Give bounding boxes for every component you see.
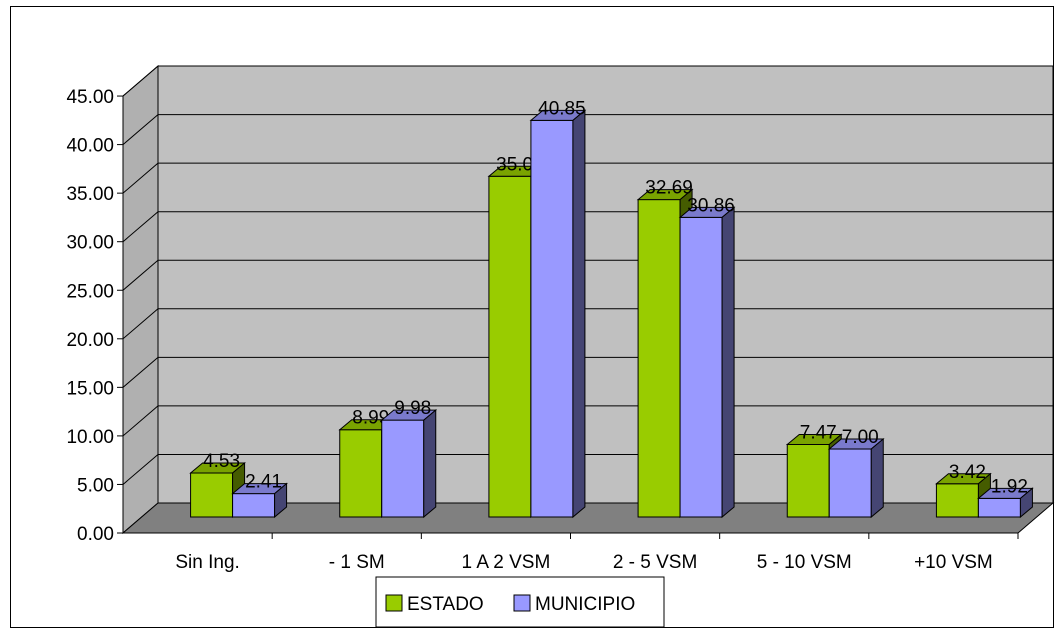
bar-municipio-side — [572, 109, 586, 519]
bar-estado-front — [935, 483, 979, 518]
data-label: 30.86 — [687, 195, 735, 216]
gridline — [122, 453, 1053, 485]
y-tick-label: 20.00 — [66, 330, 114, 351]
bar-municipio-front — [679, 216, 723, 518]
legend-swatch-municipio — [513, 594, 531, 612]
legend-swatch-estado — [385, 594, 403, 612]
bar-municipio-front — [828, 448, 872, 518]
y-tick-label: 45.00 — [66, 87, 114, 108]
gridline — [122, 405, 1053, 437]
bar-municipio-side — [423, 409, 437, 519]
bar-estado-front — [190, 472, 234, 518]
x-category-label: 2 - 5 VSM — [613, 552, 697, 573]
y-tick-label: 10.00 — [66, 427, 114, 448]
data-label: 4.53 — [203, 451, 240, 472]
x-category-label: - 1 SM — [329, 552, 385, 573]
y-tick-label: 30.00 — [66, 233, 114, 254]
x-category-label: Sin Ing. — [175, 552, 239, 573]
y-tick-label: 5.00 — [77, 475, 114, 496]
bar-municipio-front — [232, 493, 276, 518]
x-category-label: 1 A 2 VSM — [462, 552, 551, 573]
bar-municipio-side — [1019, 487, 1033, 519]
data-label: 3.42 — [949, 462, 986, 483]
bar-municipio-side — [721, 206, 735, 519]
y-tick-label: 15.00 — [66, 378, 114, 399]
bar-estado-front — [786, 443, 830, 518]
back-wall — [157, 65, 1054, 504]
data-label: 1.92 — [991, 476, 1028, 497]
data-label: 7.00 — [842, 427, 879, 448]
x-category-label: +10 VSM — [914, 552, 993, 573]
gridline — [122, 211, 1053, 243]
data-label: 2.41 — [245, 472, 282, 493]
data-label: 8.99 — [352, 408, 389, 429]
gridline — [122, 308, 1053, 340]
bar-municipio-front — [530, 119, 574, 518]
bar-municipio-side — [274, 482, 288, 519]
side-wall — [122, 64, 159, 535]
bar-municipio-side — [870, 437, 884, 519]
data-label: 9.98 — [394, 398, 431, 419]
gridline — [122, 162, 1053, 194]
gridline — [122, 114, 1053, 145]
data-label: 40.85 — [538, 98, 586, 119]
gridline — [122, 356, 1053, 388]
data-label: 7.47 — [800, 422, 837, 443]
y-tick-label: 0.00 — [77, 524, 114, 545]
y-tick-label: 25.00 — [66, 281, 114, 302]
bar-municipio-front — [977, 497, 1021, 518]
legend-label-estado: ESTADO — [407, 594, 484, 615]
legend-label-municipio: MUNICIPIO — [535, 594, 635, 615]
data-label: 32.69 — [645, 178, 693, 199]
bar-municipio-front — [381, 419, 425, 518]
y-tick-label: 40.00 — [66, 136, 114, 157]
x-category-label: 5 - 10 VSM — [757, 552, 852, 573]
gridline — [122, 259, 1053, 291]
bar-estado-front — [637, 199, 681, 518]
gridline — [122, 65, 1053, 97]
bar-estado-front — [339, 429, 383, 518]
y-tick-label: 35.00 — [66, 184, 114, 205]
bar-estado-front — [488, 175, 532, 518]
